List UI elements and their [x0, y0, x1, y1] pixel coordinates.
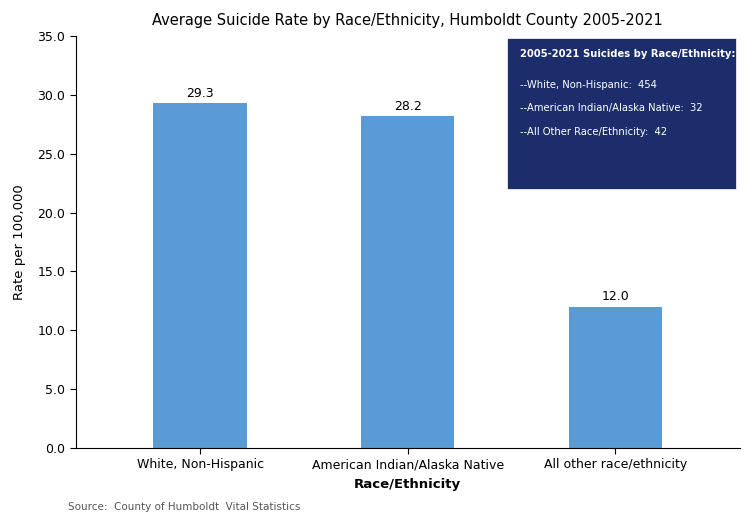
- Bar: [507, 39, 735, 189]
- Bar: [153, 103, 247, 448]
- Text: Source:  County of Humboldt  Vital Statistics: Source: County of Humboldt Vital Statist…: [68, 502, 300, 512]
- Text: 28.2: 28.2: [394, 99, 421, 113]
- Bar: [569, 307, 662, 448]
- Bar: [361, 116, 455, 448]
- Text: --White, Non-Hispanic:  454: --White, Non-Hispanic: 454: [519, 80, 657, 90]
- Text: 29.3: 29.3: [186, 87, 214, 99]
- Text: 2005-2021 Suicides by Race/Ethnicity:: 2005-2021 Suicides by Race/Ethnicity:: [519, 49, 735, 59]
- X-axis label: Race/Ethnicity: Race/Ethnicity: [354, 478, 461, 491]
- Y-axis label: Rate per 100,000: Rate per 100,000: [13, 184, 26, 300]
- Title: Average Suicide Rate by Race/Ethnicity, Humboldt County 2005-2021: Average Suicide Rate by Race/Ethnicity, …: [153, 13, 663, 28]
- Text: 12.0: 12.0: [602, 290, 629, 303]
- Text: --American Indian/Alaska Native:  32: --American Indian/Alaska Native: 32: [519, 104, 702, 113]
- Text: --All Other Race/Ethnicity:  42: --All Other Race/Ethnicity: 42: [519, 127, 667, 137]
